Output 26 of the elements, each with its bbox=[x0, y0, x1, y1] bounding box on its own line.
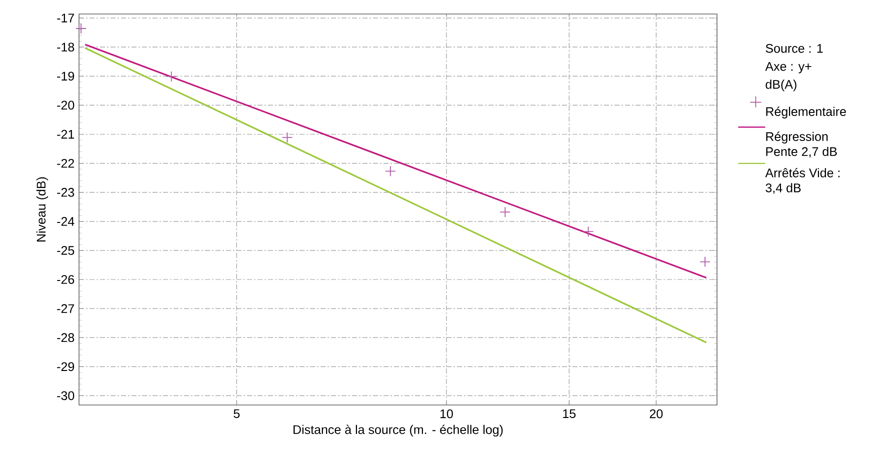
legend-title: Source : 1 bbox=[766, 44, 823, 53]
y-tick-label: -25 bbox=[57, 246, 74, 255]
y-tick-label: -26 bbox=[57, 275, 74, 284]
y-tick-label: -29 bbox=[57, 362, 74, 372]
text: Régression Pente 2,7 dB bbox=[766, 132, 837, 158]
x-tick-label: 5 bbox=[234, 409, 240, 418]
y-tick-label: -27 bbox=[57, 304, 74, 313]
x-tick-label: 15 bbox=[563, 409, 576, 418]
text: Arrêtés Vide : 3,4 dB bbox=[765, 168, 840, 194]
y-tick-label: -18 bbox=[57, 42, 74, 52]
y-tick-label: -28 bbox=[57, 333, 74, 342]
legend-label: Réglementaire bbox=[766, 106, 846, 118]
y-tick-label: -20 bbox=[57, 100, 74, 110]
y-tick-label: -21 bbox=[57, 130, 74, 139]
y-tick-label: -24 bbox=[57, 217, 74, 226]
text: dB(A) bbox=[766, 80, 796, 92]
y-axis-title: Niveau (dB) bbox=[36, 177, 48, 242]
x-tick-label: 20 bbox=[650, 409, 663, 418]
y-tick-label: -17 bbox=[57, 14, 74, 22]
x-axis-title: Distance à la source (m. - échelle log) bbox=[294, 424, 503, 437]
y-tick-label: -30 bbox=[57, 391, 74, 400]
y-tick-label: -22 bbox=[57, 158, 74, 168]
x-tick-label: 10 bbox=[440, 409, 453, 418]
text: Axe : y+ bbox=[765, 62, 812, 74]
y-tick-label: -19 bbox=[57, 72, 74, 81]
y-tick-label: -23 bbox=[57, 188, 74, 197]
